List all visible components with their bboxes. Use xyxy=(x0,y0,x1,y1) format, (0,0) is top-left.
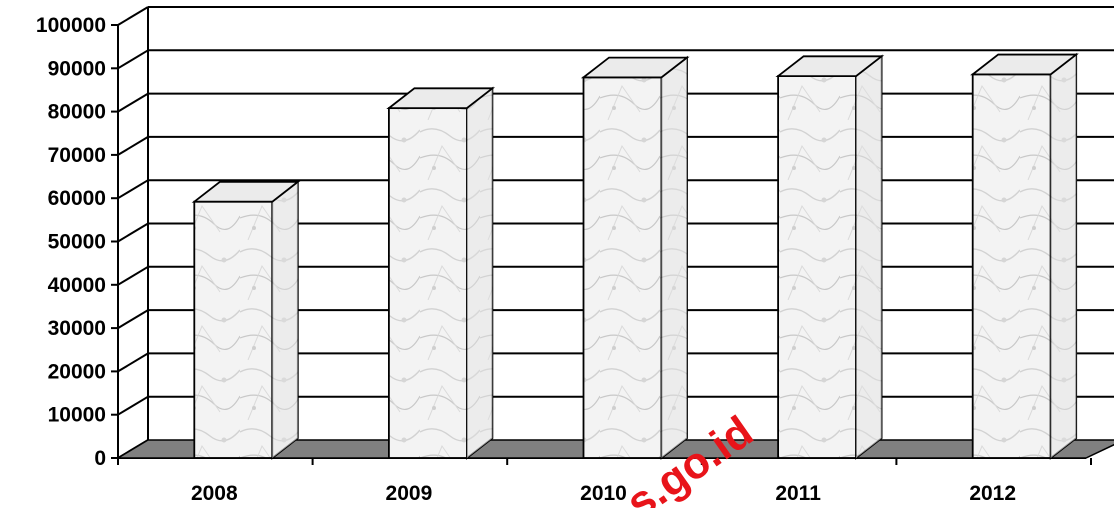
y-tick-label: 10000 xyxy=(48,404,106,427)
gridline-diagonal xyxy=(117,352,149,373)
y-tick-label: 100000 xyxy=(36,14,106,37)
bar-top xyxy=(386,87,496,110)
gridline-diagonal xyxy=(117,92,149,113)
gridline-diagonal xyxy=(117,309,149,329)
gridline-diagonal xyxy=(117,395,149,416)
x-tick-label: 2009 xyxy=(386,482,433,505)
x-axis-labels: 2008 2009 2010 2011 2012 xyxy=(191,482,1016,505)
y-tick-label: 30000 xyxy=(48,317,106,340)
y-tick-label: 80000 xyxy=(48,101,106,124)
x-tick-label: 2008 xyxy=(191,482,238,505)
x-tick-label: 2010 xyxy=(580,482,627,505)
gridline-diagonal xyxy=(117,222,149,243)
y-tick-label: 20000 xyxy=(48,360,106,383)
bar-top xyxy=(775,55,885,77)
y-tick-label: 40000 xyxy=(48,274,106,297)
gridline-diagonal xyxy=(117,49,149,70)
y-tick-label: 90000 xyxy=(48,57,106,80)
gridline-diagonal xyxy=(117,6,149,26)
x-tick-label: 2011 xyxy=(775,482,821,505)
bar-front xyxy=(193,200,274,459)
bar-2010 xyxy=(580,55,690,460)
bar-2011 xyxy=(775,54,885,460)
bar-front xyxy=(582,76,663,459)
y-tick-label: 50000 xyxy=(48,231,106,254)
bar-2008 xyxy=(191,180,301,460)
bar-side-texture xyxy=(272,181,298,458)
bar-front xyxy=(971,73,1052,459)
y-tick-label: 70000 xyxy=(48,144,106,167)
y-axis: 0 10000 20000 30000 40000 50000 60000 70000 8000… xyxy=(36,7,1092,470)
y-tick-label: 60000 xyxy=(48,187,106,210)
bar-top xyxy=(580,56,690,79)
gridline-diagonal xyxy=(117,179,149,200)
bars xyxy=(191,52,1079,460)
bar-side-texture xyxy=(466,88,493,458)
bar-side-texture xyxy=(1050,54,1077,458)
bar-front xyxy=(777,75,857,459)
bar-2012 xyxy=(970,52,1079,460)
bar-side-texture xyxy=(856,56,882,458)
bar-top xyxy=(970,53,1079,76)
gridline-diagonal xyxy=(117,136,149,156)
x-tick-label: 2012 xyxy=(969,482,1016,505)
gridline-diagonal xyxy=(117,265,149,286)
y-tick-label: 0 xyxy=(94,447,106,470)
bar-2009 xyxy=(386,86,496,460)
bar-top xyxy=(191,180,301,203)
bar-front xyxy=(387,107,468,459)
bar-side-texture xyxy=(661,57,687,459)
